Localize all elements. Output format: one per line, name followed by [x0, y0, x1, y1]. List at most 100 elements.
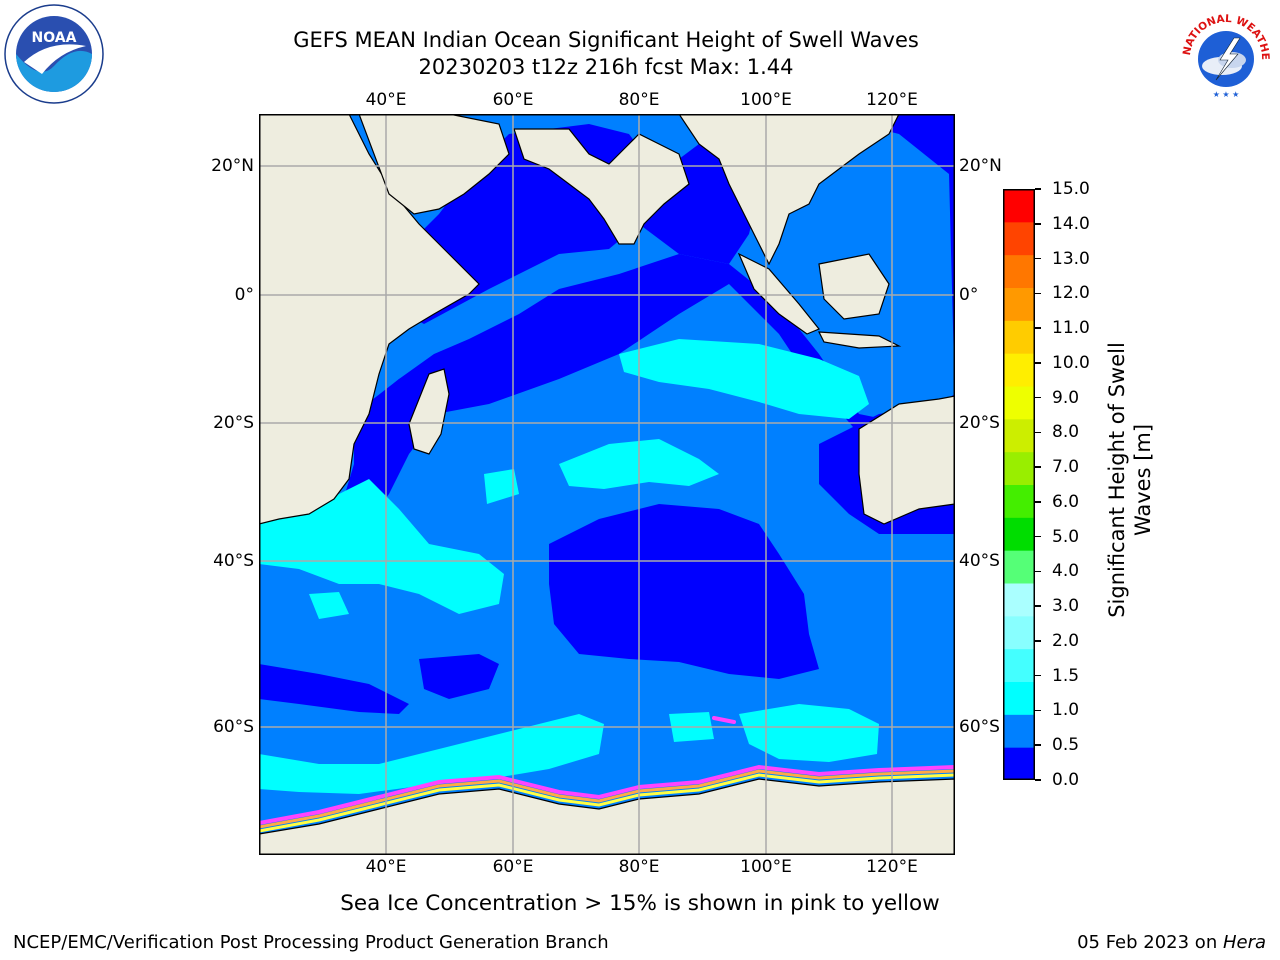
- subtropical-swell-patch: [484, 469, 519, 504]
- colorbar-swatch: [1003, 747, 1035, 781]
- madagascar: [408, 368, 450, 455]
- colorbar-tick-mark: [1035, 535, 1041, 538]
- lat-label-left-40s: 40°S: [213, 551, 254, 571]
- colorbar-tick-mark: [1035, 362, 1041, 364]
- chart-title: GEFS MEAN Indian Ocean Significant Heigh…: [293, 28, 919, 52]
- sea-ice-fringe-pink: [257, 764, 957, 825]
- southern-ocean-swell-band-west: [259, 714, 604, 794]
- swell-height-map: [257, 113, 957, 856]
- lat-label-left-60s: 60°S: [213, 717, 254, 737]
- australia: [858, 395, 956, 525]
- noaa-logo-icon: NOAA: [4, 4, 104, 104]
- colorbar-tick-label: 11.0: [1052, 318, 1090, 339]
- colorbar-swatch: [1003, 550, 1035, 584]
- lon-label-bottom-40e: 40°E: [365, 857, 407, 877]
- colorbar-title: Significant Height of Swell Waves [m]: [1100, 280, 1160, 680]
- nws-logo: NATIONAL WEATHER SERVICE ★ ★ ★: [1172, 0, 1276, 104]
- colorbar-tick-label: 3.0: [1052, 596, 1080, 617]
- colorbar-swatch: [1003, 254, 1035, 288]
- colorbar-tick-mark: [1035, 501, 1041, 503]
- colorbar-swatch: [1003, 287, 1035, 321]
- footer-host: Hera: [1222, 932, 1266, 953]
- lon-label-bottom-100e: 100°E: [740, 857, 792, 877]
- colorbar-tick-label: 9.0: [1052, 387, 1080, 408]
- colorbar-swatch: [1003, 189, 1035, 223]
- colorbar-tick-label: 4.0: [1052, 561, 1080, 582]
- lon-label-top-60e: 60°E: [492, 90, 534, 110]
- colorbar-tick-mark: [1035, 744, 1041, 746]
- colorbar-tick-label: 15.0: [1052, 179, 1090, 199]
- sea-ice-fringe-orange: [257, 769, 957, 829]
- sea-ice-patch: [712, 716, 736, 724]
- lon-label-bottom-120e: 120°E: [866, 857, 918, 877]
- colorbar-swatch: [1003, 484, 1035, 518]
- colorbar-swatch: [1003, 386, 1035, 420]
- lon-label-top-40e: 40°E: [365, 90, 407, 110]
- colorbar-tick-mark: [1035, 327, 1041, 329]
- java: [817, 331, 902, 349]
- lon-label-top-120e: 120°E: [866, 90, 918, 110]
- colorbar-tick-label: 13.0: [1052, 248, 1090, 269]
- sea-ice-fringe-yellow: [257, 773, 957, 833]
- colorbar-swatch: [1003, 615, 1035, 650]
- colorbar-swatch: [1003, 648, 1035, 682]
- colorbar: [1003, 189, 1035, 781]
- colorbar-tick-label: 10.0: [1052, 352, 1090, 373]
- lon-label-top-100e: 100°E: [740, 90, 792, 110]
- lat-label-right-20n: 20°N: [959, 156, 1002, 176]
- lon-label-top-80e: 80°E: [618, 90, 660, 110]
- colorbar-tick-label: 8.0: [1052, 422, 1080, 443]
- colorbar-tick-label: 1.5: [1052, 665, 1080, 686]
- lat-label-right-eq: 0°: [959, 285, 979, 305]
- svg-text:★ ★ ★: ★ ★ ★: [1213, 90, 1240, 99]
- lat-label-left-20s: 20°S: [213, 413, 254, 433]
- india: [513, 128, 690, 245]
- colorbar-tick-mark: [1035, 709, 1041, 712]
- colorbar-tick-mark: [1035, 466, 1041, 468]
- sea-ice-note: Sea Ice Concentration > 15% is shown in …: [340, 891, 940, 916]
- chart-subtitle: 20230203 t12z 216h fcst Max: 1.44: [418, 55, 794, 79]
- north-indian-low-swell: [354, 114, 955, 434]
- colorbar-tick-mark: [1035, 223, 1041, 225]
- lat-label-left-20n: 20°N: [211, 156, 254, 176]
- colorbar-swatch: [1003, 714, 1035, 748]
- colorbar-swatch: [1003, 320, 1035, 354]
- footer-date: 05 Feb 2023 on Hera: [1077, 932, 1266, 954]
- colorbar-tick-mark: [1035, 396, 1041, 399]
- colorbar-tick-mark: [1035, 674, 1041, 677]
- colorbar-tick-mark: [1035, 605, 1041, 607]
- sumatra: [737, 252, 820, 335]
- colorbar-title-line1: Significant Height of Swell: [1105, 342, 1129, 618]
- footer-branch: NCEP/EMC/Verification Post Processing Pr…: [13, 932, 609, 953]
- borneo: [818, 253, 890, 320]
- noaa-logo-text: NOAA: [32, 30, 77, 46]
- colorbar-swatch: [1003, 221, 1035, 256]
- lat-label-right-40s: 40°S: [959, 551, 1000, 571]
- colorbar-tick-mark: [1035, 640, 1041, 642]
- map-frame: [259, 114, 955, 855]
- colorbar-tick-mark: [1035, 257, 1041, 260]
- map-panel: [257, 113, 957, 856]
- map-gridlines: [259, 114, 955, 855]
- colorbar-tick-label: 12.0: [1052, 283, 1090, 304]
- colorbar-swatch: [1003, 353, 1035, 387]
- colorbar-tick-mark: [1035, 779, 1041, 781]
- colorbar-tick-label: 14.0: [1052, 213, 1090, 234]
- nws-logo-icon: NATIONAL WEATHER SERVICE ★ ★ ★: [1172, 0, 1271, 100]
- noaa-logo: NOAA: [4, 4, 104, 104]
- colorbar-tick-label: 6.0: [1052, 491, 1080, 512]
- colorbar-tick-label: 5.0: [1052, 526, 1080, 547]
- colorbar-swatch: [1003, 451, 1035, 485]
- colorbar-tick-label: 2.0: [1052, 630, 1080, 651]
- colorbar-tick-mark: [1035, 292, 1041, 295]
- colorbar-frame: [1003, 189, 1035, 780]
- southwest-swell-band: [259, 479, 504, 614]
- lat-label-left-eq: 0°: [234, 285, 254, 305]
- colorbar-swatch: [1003, 681, 1035, 715]
- southern-ocean-swell-band-east: [739, 704, 879, 762]
- land-masses: [258, 113, 956, 856]
- tropical-swell-band: [619, 339, 869, 419]
- colorbar-tick-mark: [1035, 431, 1041, 434]
- southwest-swell-patch: [309, 592, 349, 619]
- colorbar-swatch: [1003, 583, 1035, 617]
